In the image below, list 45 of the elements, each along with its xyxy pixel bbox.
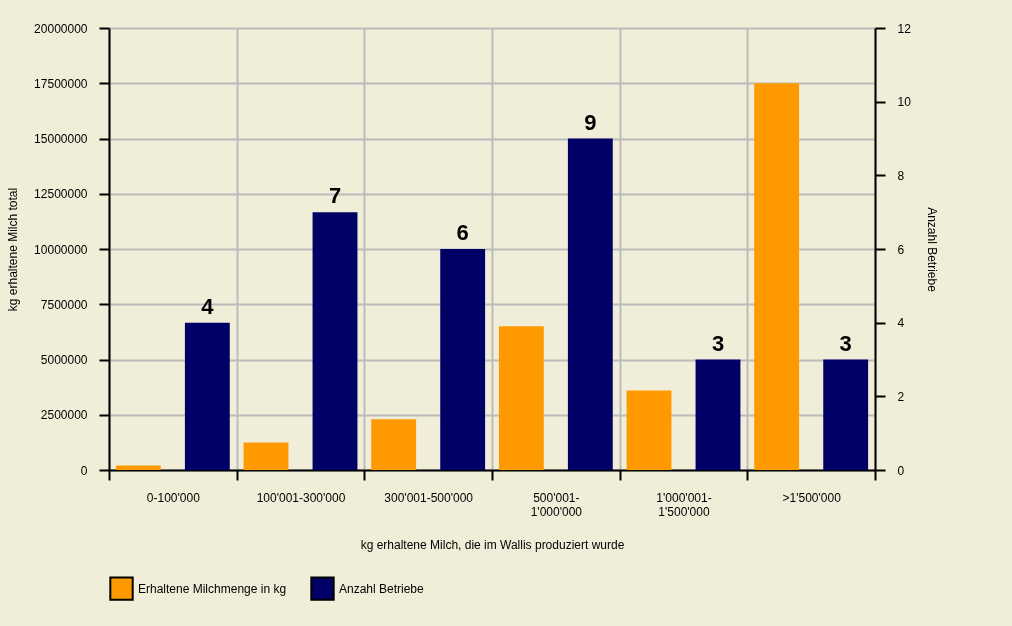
y-tick-label: 12500000 bbox=[34, 187, 88, 202]
y2-axis-title: Anzahl Betriebe bbox=[924, 207, 939, 293]
y2-tick-label: 2 bbox=[897, 389, 905, 404]
y2-tick-label: 12 bbox=[897, 21, 912, 36]
bar bbox=[243, 442, 289, 470]
y-tick-label: 0 bbox=[80, 463, 88, 478]
x-tick-label: 300'001-500'000 bbox=[384, 490, 474, 505]
x-tick-label: 1'000'001-1'500'000 bbox=[656, 490, 712, 519]
bar bbox=[823, 359, 869, 470]
data-label: 3 bbox=[711, 330, 725, 356]
y2-tick-label: 6 bbox=[897, 242, 905, 257]
bar bbox=[371, 419, 417, 470]
bar bbox=[567, 138, 613, 470]
x-tick-label: 100'001-300'000 bbox=[256, 490, 346, 505]
bar bbox=[312, 212, 358, 470]
y2-tick-label: 10 bbox=[897, 95, 912, 110]
y-axis-title: kg erhaltene Milch total bbox=[6, 187, 21, 312]
legend-label: Anzahl Betriebe bbox=[339, 581, 425, 596]
legend-label: Erhaltene Milchmenge in kg bbox=[138, 581, 287, 596]
bar bbox=[695, 359, 741, 470]
y-tick-label: 17500000 bbox=[34, 76, 88, 91]
x-tick-label: 0-100'000 bbox=[146, 490, 201, 505]
bar bbox=[184, 322, 230, 470]
x-tick-label: 500'001-1'000'000 bbox=[530, 490, 583, 519]
data-label: 7 bbox=[328, 183, 342, 209]
y-tick-label: 10000000 bbox=[34, 242, 88, 257]
y2-tick-label: 4 bbox=[897, 316, 905, 331]
x-tick-label: >1'500'000 bbox=[782, 490, 842, 505]
data-label: 6 bbox=[456, 220, 469, 245]
data-label: 4 bbox=[201, 293, 215, 319]
y-tick-label: 20000000 bbox=[34, 21, 88, 36]
y-tick-label: 15000000 bbox=[34, 132, 88, 146]
bar bbox=[626, 390, 672, 470]
y2-tick-label: 8 bbox=[897, 168, 905, 183]
bar bbox=[754, 83, 800, 470]
y2-tick-label: 0 bbox=[897, 463, 905, 478]
y-tick-label: 5000000 bbox=[40, 353, 88, 367]
bar bbox=[115, 465, 161, 470]
x-axis-title: kg erhaltene Milch, die im Wallis produziert wurde bbox=[360, 537, 625, 552]
bar bbox=[440, 249, 486, 470]
bar bbox=[498, 326, 544, 470]
data-label: 3 bbox=[839, 330, 852, 356]
y-tick-label: 7500000 bbox=[40, 297, 88, 312]
y-tick-label: 2500000 bbox=[40, 408, 88, 423]
data-label: 9 bbox=[584, 109, 597, 135]
